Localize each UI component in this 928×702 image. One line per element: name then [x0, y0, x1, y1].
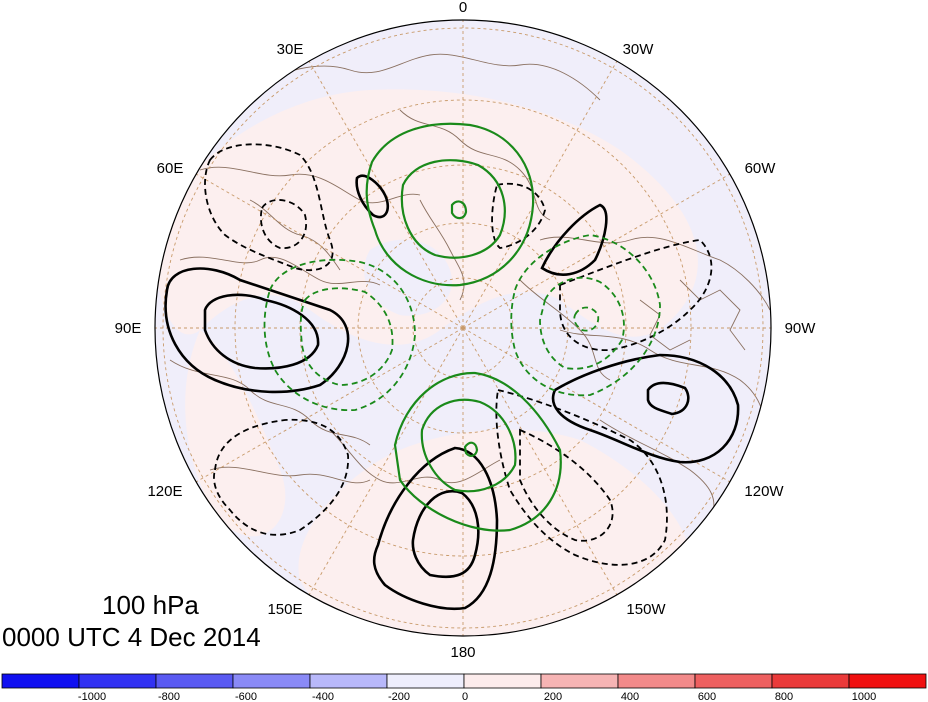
colorbar-swatch — [78, 673, 157, 689]
longitude-labels: 0 30W 60W 90W 120W 150W 180 150E 120E 90… — [115, 0, 817, 661]
lon-label-90w: 90W — [785, 320, 817, 337]
colorbar-tick-label: -200 — [388, 691, 410, 702]
lon-label-30w: 30W — [623, 41, 655, 58]
colorbar-tick-label: 600 — [698, 691, 716, 702]
lon-label-90e: 90E — [115, 320, 142, 337]
negative-contours-black — [204, 143, 713, 566]
colorbar-swatch — [155, 673, 234, 689]
lon-label-150w: 150W — [626, 601, 666, 618]
colorbar-tick-label: 800 — [775, 691, 793, 702]
lon-label-60e: 60E — [157, 160, 184, 177]
map-boundary — [154, 19, 772, 637]
colorbar-swatch — [309, 673, 388, 689]
colorbar-tick-label: -800 — [158, 691, 180, 702]
lon-label-150e: 150E — [267, 601, 302, 618]
pressure-level-title: 100 hPa — [102, 590, 199, 620]
colorbar-tick-label: 1000 — [852, 691, 876, 702]
colorbar-swatch — [232, 673, 311, 689]
lon-label-180: 180 — [450, 644, 475, 661]
colorbar-swatch — [848, 673, 927, 689]
positive-contours-green — [365, 122, 562, 532]
colorbar-swatch — [463, 673, 542, 689]
colorbar-tick-label: -1000 — [78, 691, 106, 702]
colorbar-tick-label: -600 — [235, 691, 257, 702]
colorbar-swatch — [386, 673, 465, 689]
colorbar-swatch — [1, 673, 80, 689]
colorbar-tick-label: 0 — [462, 691, 468, 702]
valid-time-title: 0000 UTC 4 Dec 2014 — [2, 622, 261, 652]
lon-label-120w: 120W — [744, 483, 784, 500]
negative-contours-green — [263, 234, 661, 411]
colorbar-tick-label: -400 — [312, 691, 334, 702]
colorbar-swatch — [771, 673, 850, 689]
lon-label-120e: 120E — [147, 483, 182, 500]
lon-label-30e: 30E — [277, 41, 304, 58]
colorbar-swatch — [540, 673, 619, 689]
lon-label-0: 0 — [459, 0, 467, 16]
colorbar: -1000 -800 -600 -400 -200 0 200 400 600 … — [1, 673, 927, 702]
colorbar-tick-label: 200 — [544, 691, 562, 702]
colorbar-tick-label: 400 — [621, 691, 639, 702]
positive-contours-black — [164, 174, 740, 611]
colorbar-swatch — [694, 673, 773, 689]
lon-label-60w: 60W — [745, 160, 777, 177]
colorbar-swatch — [617, 673, 696, 689]
